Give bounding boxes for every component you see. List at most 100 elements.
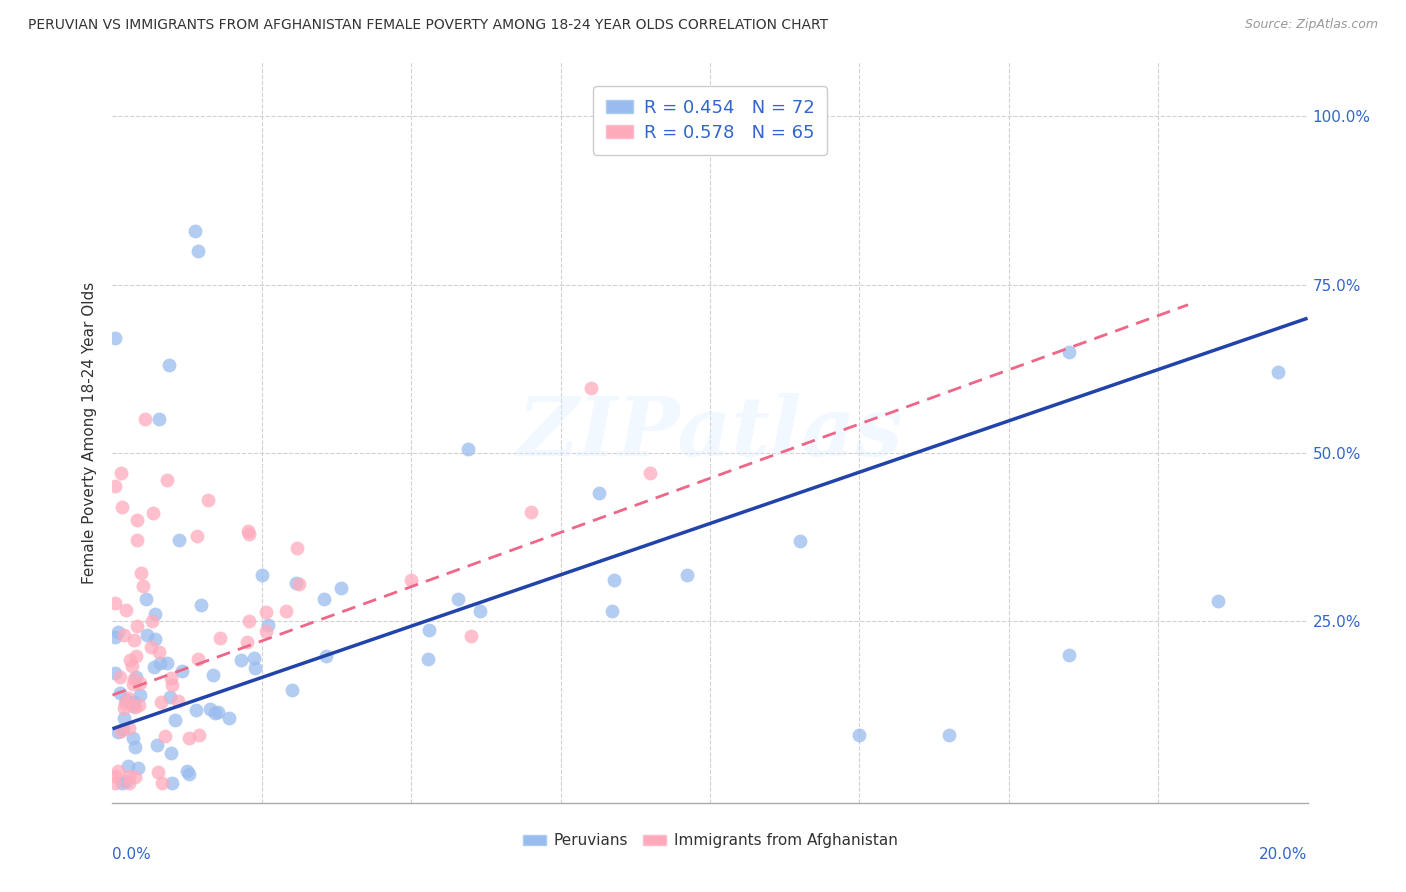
Point <box>114 693 136 707</box>
Text: 20.0%: 20.0% <box>1260 847 1308 863</box>
Point <box>122 731 145 746</box>
Point <box>169 533 191 548</box>
Point <box>134 412 156 426</box>
Point <box>675 567 697 582</box>
Point <box>110 466 132 480</box>
Text: ZIPatlas: ZIPatlas <box>517 392 903 473</box>
Point <box>162 775 184 789</box>
Point <box>142 660 165 674</box>
Point <box>111 500 134 514</box>
Point <box>207 705 229 719</box>
Point <box>118 721 141 735</box>
Point <box>238 526 260 541</box>
Point <box>107 725 129 739</box>
Point <box>418 652 440 666</box>
Point <box>1057 648 1080 662</box>
Point <box>118 770 141 784</box>
Point <box>129 675 152 690</box>
Point <box>127 513 149 527</box>
Point <box>145 632 167 647</box>
Point <box>1057 344 1080 359</box>
Point <box>124 739 146 754</box>
Point <box>107 764 129 778</box>
Point <box>1206 594 1229 608</box>
Point <box>177 731 200 745</box>
Point <box>104 775 127 789</box>
Point <box>114 696 136 710</box>
Point <box>186 703 208 717</box>
Point <box>128 698 150 712</box>
Point <box>457 442 479 456</box>
Point <box>157 359 180 373</box>
Point <box>127 761 149 775</box>
Point <box>401 574 423 588</box>
Point <box>132 579 155 593</box>
Point <box>124 700 146 714</box>
Point <box>184 224 207 238</box>
Point <box>201 668 224 682</box>
Point <box>579 381 602 395</box>
Point <box>122 695 145 709</box>
Point <box>243 650 266 665</box>
Point <box>460 629 482 643</box>
Point <box>603 573 626 587</box>
Point <box>165 714 187 728</box>
Point <box>204 706 226 721</box>
Point <box>208 632 231 646</box>
Point <box>470 604 492 618</box>
Point <box>127 533 149 548</box>
Point <box>284 576 307 591</box>
Text: PERUVIAN VS IMMIGRANTS FROM AFGHANISTAN FEMALE POVERTY AMONG 18-24 YEAR OLDS COR: PERUVIAN VS IMMIGRANTS FROM AFGHANISTAN … <box>28 18 828 32</box>
Point <box>156 657 179 671</box>
Point <box>136 628 159 642</box>
Point <box>122 672 145 686</box>
Point <box>122 677 145 691</box>
Point <box>588 485 610 500</box>
Point <box>190 598 212 612</box>
Point <box>121 658 143 673</box>
Point <box>186 529 208 543</box>
Point <box>108 686 131 700</box>
Point <box>112 722 135 736</box>
Point <box>238 614 260 628</box>
Point <box>139 640 162 655</box>
Point <box>108 670 131 684</box>
Point <box>235 635 257 649</box>
Point <box>104 331 127 345</box>
Point <box>218 711 240 725</box>
Point <box>236 524 259 538</box>
Point <box>520 505 543 519</box>
Point <box>148 645 170 659</box>
Point <box>118 775 141 789</box>
Point <box>447 592 470 607</box>
Point <box>129 566 152 580</box>
Point <box>104 596 127 610</box>
Point <box>312 591 335 606</box>
Point <box>166 694 188 708</box>
Point <box>315 649 337 664</box>
Point <box>250 568 273 582</box>
Point <box>197 492 219 507</box>
Point <box>112 628 135 642</box>
Point <box>114 774 136 789</box>
Point <box>938 729 960 743</box>
Point <box>117 690 139 705</box>
Point <box>145 607 167 622</box>
Point <box>254 624 277 638</box>
Point <box>187 652 209 666</box>
Point <box>176 764 198 778</box>
Point <box>1267 365 1289 379</box>
Point <box>104 479 127 493</box>
Point <box>160 746 183 760</box>
Y-axis label: Female Poverty Among 18-24 Year Olds: Female Poverty Among 18-24 Year Olds <box>82 282 97 583</box>
Point <box>187 244 209 258</box>
Point <box>789 533 811 548</box>
Point <box>254 605 277 619</box>
Point <box>118 653 141 667</box>
Point <box>281 682 304 697</box>
Point <box>149 656 172 670</box>
Point <box>146 764 169 779</box>
Point <box>110 724 132 739</box>
Point <box>330 581 353 595</box>
Point <box>141 614 163 628</box>
